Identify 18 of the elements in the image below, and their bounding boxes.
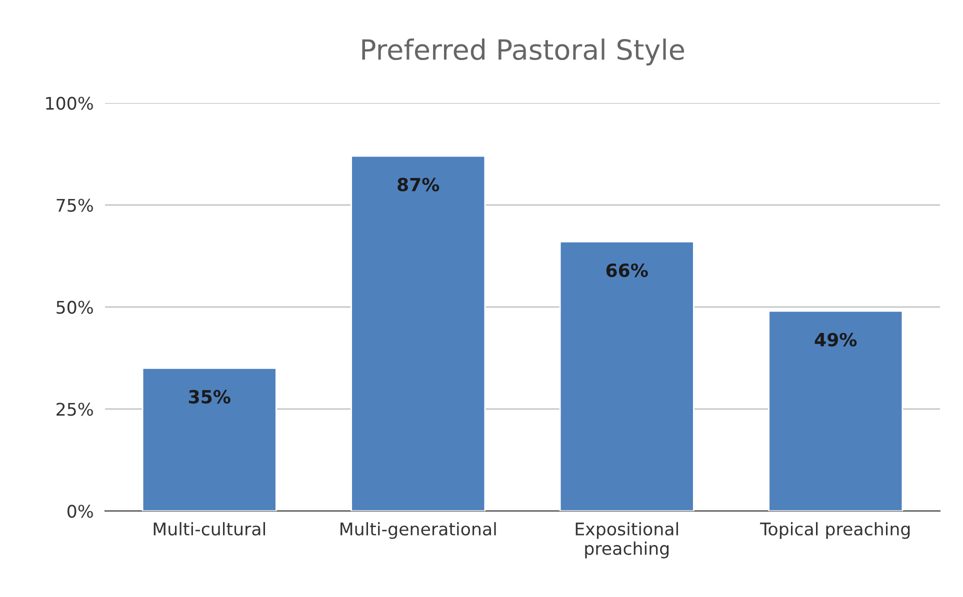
- bar: [768, 310, 904, 511]
- data-label: 66%: [606, 263, 648, 278]
- bar: [142, 368, 277, 511]
- bar: [559, 241, 694, 511]
- x-tick-label: Multi-generational: [340, 522, 496, 539]
- y-tick-label: 75%: [56, 198, 93, 212]
- x-tick-label: Expositional preaching: [576, 522, 678, 558]
- y-tick-label: 25%: [56, 402, 93, 416]
- x-tick-label: Multi-cultural: [154, 522, 265, 536]
- y-tick-label: 0%: [67, 504, 93, 518]
- data-label: 87%: [398, 178, 440, 192]
- y-tick-label: 50%: [56, 300, 93, 314]
- bar: [350, 155, 486, 511]
- data-label: 49%: [814, 332, 857, 346]
- chart-title: Preferred Pastoral Style: [362, 38, 684, 66]
- x-tick-label: Topical preaching: [760, 522, 910, 539]
- y-tick-label: 100%: [46, 96, 93, 110]
- data-label: 35%: [188, 390, 230, 404]
